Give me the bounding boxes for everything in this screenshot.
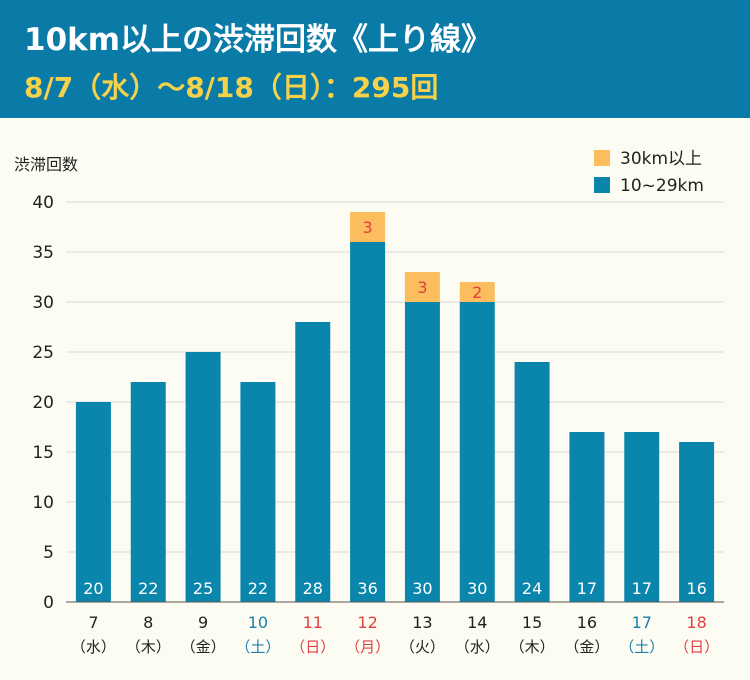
bar-value-label-30km: 3	[417, 278, 427, 297]
axes: 渋滞回数 0 5 10 15 20 25 30 35 40 7 （水） 8 （木） 9 （金） 10 （土） 11 （…	[14, 155, 724, 656]
bar-value-label: 36	[357, 579, 377, 598]
bar-value-label: 24	[522, 579, 542, 598]
bar-10-29km	[459, 302, 495, 602]
bar-10-29km	[185, 352, 221, 602]
bar-10-29km	[404, 302, 440, 602]
bar-value-label: 20	[83, 579, 103, 598]
bar-30km-plus	[459, 282, 495, 302]
y-tick-label: 35	[32, 243, 54, 263]
bar-value-label-30km: 2	[472, 283, 482, 302]
bar-value-label: 17	[577, 579, 597, 598]
bar-10-29km	[240, 382, 276, 602]
x-tick-weekday: （水）	[455, 638, 500, 656]
bar-value-label: 28	[303, 579, 323, 598]
x-tick-day: 15	[522, 613, 542, 632]
x-tick-day: 12	[357, 613, 377, 632]
x-tick-day: 14	[467, 613, 487, 632]
bar-10-29km	[569, 432, 605, 602]
bar-10-29km	[514, 362, 550, 602]
bar-10-29km	[75, 402, 111, 602]
x-tick-day: 18	[686, 613, 706, 632]
y-tick-label: 0	[43, 593, 54, 613]
bar-10-29km	[624, 432, 660, 602]
y-tick-label: 30	[32, 293, 54, 313]
x-tick-day: 7	[88, 613, 98, 632]
y-tick-label: 40	[32, 193, 54, 213]
bar-value-label: 30	[412, 579, 432, 598]
y-tick-label: 10	[32, 493, 54, 513]
bar-value-label: 22	[138, 579, 158, 598]
x-tick-weekday: （木）	[126, 638, 171, 656]
x-tick-day: 10	[248, 613, 268, 632]
x-tick-weekday: （金）	[564, 638, 609, 656]
x-tick-weekday: （日）	[290, 638, 335, 656]
x-tick-weekday: （水）	[71, 638, 116, 656]
legend: 30km以上 10~29km	[594, 149, 704, 196]
bar-value-label: 25	[193, 579, 213, 598]
y-tick-label: 15	[32, 443, 54, 463]
chart-subtitle: 8/7（水）～8/18（日）：295回	[24, 71, 439, 104]
data-labels: 20 22 25 22 28 36 3 30 3 30 2 24 17 17 16	[83, 218, 707, 598]
x-tick-day: 13	[412, 613, 432, 632]
x-tick-weekday: （金）	[181, 638, 226, 656]
legend-swatch	[594, 150, 610, 166]
legend-label: 10~29km	[620, 176, 704, 196]
legend-swatch	[594, 177, 610, 193]
bar-30km-plus	[404, 272, 440, 302]
bars	[75, 212, 715, 602]
y-axis-title: 渋滞回数	[14, 155, 78, 174]
x-tick-weekday: （日）	[674, 638, 719, 656]
bar-10-29km	[130, 382, 166, 602]
bar-value-label: 22	[248, 579, 268, 598]
bar-value-label: 16	[686, 579, 706, 598]
bar-value-label: 17	[632, 579, 652, 598]
y-tick-label: 25	[32, 343, 54, 363]
x-tick-day: 16	[577, 613, 597, 632]
x-tick-day: 11	[303, 613, 323, 632]
bar-10-29km	[295, 322, 331, 602]
x-tick-weekday: （火）	[400, 638, 445, 656]
y-tick-label: 20	[32, 393, 54, 413]
x-tick-weekday: （木）	[510, 638, 555, 656]
bar-30km-plus	[350, 212, 386, 242]
bar-10-29km	[679, 442, 715, 602]
y-tick-label: 5	[43, 543, 54, 563]
x-tick-day: 8	[143, 613, 153, 632]
bar-value-label-30km: 3	[362, 218, 372, 237]
x-tick-weekday: （月）	[345, 638, 390, 656]
bar-10-29km	[350, 242, 386, 602]
x-tick-day: 17	[632, 613, 652, 632]
chart-header: 10km以上の渋滞回数《上り線》 8/7（水）～8/18（日）：295回	[0, 0, 750, 118]
legend-label: 30km以上	[620, 149, 702, 169]
x-tick-weekday: （土）	[235, 638, 280, 656]
x-tick-weekday: （土）	[619, 638, 664, 656]
chart-title: 10km以上の渋滞回数《上り線》	[24, 22, 493, 58]
x-tick-day: 9	[198, 613, 208, 632]
bar-value-label: 30	[467, 579, 487, 598]
